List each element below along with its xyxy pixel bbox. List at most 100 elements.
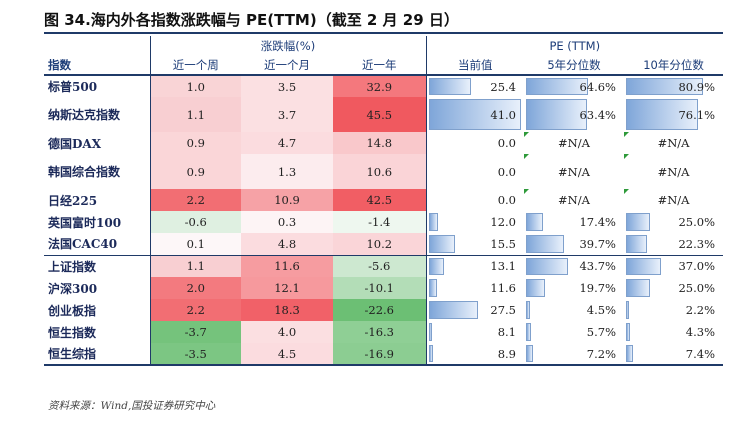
- cell-pe: 11.6: [426, 277, 524, 299]
- cell-year: 42.5: [333, 189, 427, 211]
- cell-pe: 8.9: [426, 343, 524, 366]
- cell-month: 4.7: [241, 132, 333, 154]
- cell-pct5: #N/A: [524, 154, 624, 189]
- pct10-value: 2.2%: [685, 303, 716, 317]
- cell-month: 12.1: [241, 277, 333, 299]
- cell-week: 2.2: [150, 299, 241, 321]
- row-name: 日经225: [44, 189, 151, 211]
- cell-pe: 8.1: [426, 321, 524, 343]
- figure-title: 图 34.海内外各指数涨跌幅与 PE(TTM)（截至 2 月 29 日）: [44, 11, 459, 29]
- cell-year: -16.9: [333, 343, 427, 366]
- cell-month: 4.0: [241, 321, 333, 343]
- pct5-bar: [526, 323, 531, 341]
- pe-bar: [428, 78, 471, 95]
- pct5-bar: [526, 257, 568, 275]
- pct5-bar: [526, 279, 545, 297]
- cell-pct10: 25.0%: [624, 277, 723, 299]
- header-group-pe: PE (TTM): [549, 39, 601, 53]
- pct5-value: 5.7%: [586, 325, 616, 339]
- cell-pct10: 76.1%: [624, 97, 723, 132]
- pe-value: 41.0: [490, 107, 516, 122]
- error-flag-icon: [524, 132, 529, 137]
- pe-value: 15.5: [490, 236, 516, 251]
- pct5-bar: [526, 301, 530, 319]
- row-name: 法国CAC40: [44, 233, 151, 256]
- row-name: 创业板指: [44, 299, 151, 321]
- pct5-value: 4.5%: [586, 303, 616, 317]
- pct10-bar: [626, 99, 698, 130]
- pct10-bar: [626, 78, 703, 95]
- cell-week: 2.2: [150, 189, 241, 211]
- pct5-value: 19.7%: [579, 281, 616, 295]
- table-row: 标普500 1.0 3.5 32.9 25.4 64.6% 80.9%: [44, 75, 723, 97]
- cell-week: 1.0: [150, 75, 241, 97]
- pe-value: 0.0: [497, 193, 516, 207]
- error-flag-icon: [524, 189, 529, 194]
- cell-year: -16.3: [333, 321, 427, 343]
- row-name: 纳斯达克指数: [44, 97, 151, 132]
- pe-value: 25.4: [490, 79, 516, 94]
- pct5-value: 17.4%: [579, 215, 616, 229]
- cell-year: -10.1: [333, 277, 427, 299]
- pct5-bar: [526, 78, 588, 95]
- table-row: 英国富时100 -0.6 0.3 -1.4 12.0 17.4% 25.0%: [44, 211, 723, 233]
- pct10-value: 7.4%: [685, 346, 716, 361]
- cell-pct10: #N/A: [624, 189, 723, 211]
- pct10-value: 22.3%: [678, 236, 716, 251]
- pe-value: 12.0: [490, 215, 516, 229]
- pct5-bar: [526, 99, 587, 130]
- cell-pct5: 17.4%: [524, 211, 624, 233]
- cell-year: 14.8: [333, 132, 427, 154]
- cell-pct5: #N/A: [524, 189, 624, 211]
- title-rule: [44, 32, 723, 34]
- error-flag-icon: [624, 154, 629, 159]
- table-row: 德国DAX 0.9 4.7 14.8 0.0 #N/A #N/A: [44, 132, 723, 154]
- pct10-value: 25.0%: [678, 281, 716, 295]
- pct5-value: 7.2%: [586, 346, 616, 361]
- table-row: 日经225 2.2 10.9 42.5 0.0 #N/A #N/A: [44, 189, 723, 211]
- cell-pe: 25.4: [426, 75, 524, 97]
- pe-value: 0.0: [497, 136, 516, 150]
- row-name: 韩国综合指数: [44, 154, 151, 189]
- cell-week: -3.5: [150, 343, 241, 366]
- cell-week: 0.1: [150, 233, 241, 256]
- cell-pe: 0.0: [426, 189, 524, 211]
- cell-pct10: 2.2%: [624, 299, 723, 321]
- table-row: 韩国综合指数 0.9 1.3 10.6 0.0 #N/A #N/A: [44, 154, 723, 189]
- pct10-value: #N/A: [657, 164, 690, 179]
- cell-month: 1.3: [241, 154, 333, 189]
- pe-bar: [428, 235, 455, 253]
- pe-value: 11.6: [490, 281, 516, 295]
- cell-pe: 41.0: [426, 97, 524, 132]
- pct10-value: 37.0%: [678, 259, 716, 274]
- pct5-bar: [526, 345, 533, 362]
- source-note: 资料来源：Wind,国投证券研究中心: [48, 400, 216, 412]
- pe-bar: [428, 257, 444, 275]
- cell-year: -22.6: [333, 299, 427, 321]
- pct10-value: 4.3%: [685, 325, 716, 339]
- pct5-value: 63.4%: [579, 107, 616, 122]
- header-col-week: 近一个周: [150, 56, 241, 76]
- cell-pe: 13.1: [426, 255, 524, 277]
- cell-week: -0.6: [150, 211, 241, 233]
- row-name: 恒生指数: [44, 321, 151, 343]
- header-col-name: 指数: [44, 56, 151, 76]
- cell-pct5: 4.5%: [524, 299, 624, 321]
- header-blank: [44, 36, 151, 56]
- cell-month: 3.7: [241, 97, 333, 132]
- cell-week: 0.9: [150, 132, 241, 154]
- cell-month: 4.5: [241, 343, 333, 366]
- cell-month: 18.3: [241, 299, 333, 321]
- pe-bar: [428, 323, 432, 341]
- cell-month: 11.6: [241, 255, 333, 277]
- cell-pct10: 22.3%: [624, 233, 724, 256]
- cell-year: 32.9: [333, 75, 427, 97]
- cell-pct5: 64.6%: [524, 75, 624, 97]
- pct10-value: 80.9%: [678, 79, 716, 94]
- row-name: 恒生综指: [44, 343, 151, 366]
- header-col-pct10: 10年分位数: [624, 56, 724, 76]
- cell-pe: 15.5: [426, 233, 524, 256]
- pct5-bar: [526, 235, 564, 253]
- pct10-bar: [626, 301, 629, 319]
- pct10-bar: [626, 345, 633, 362]
